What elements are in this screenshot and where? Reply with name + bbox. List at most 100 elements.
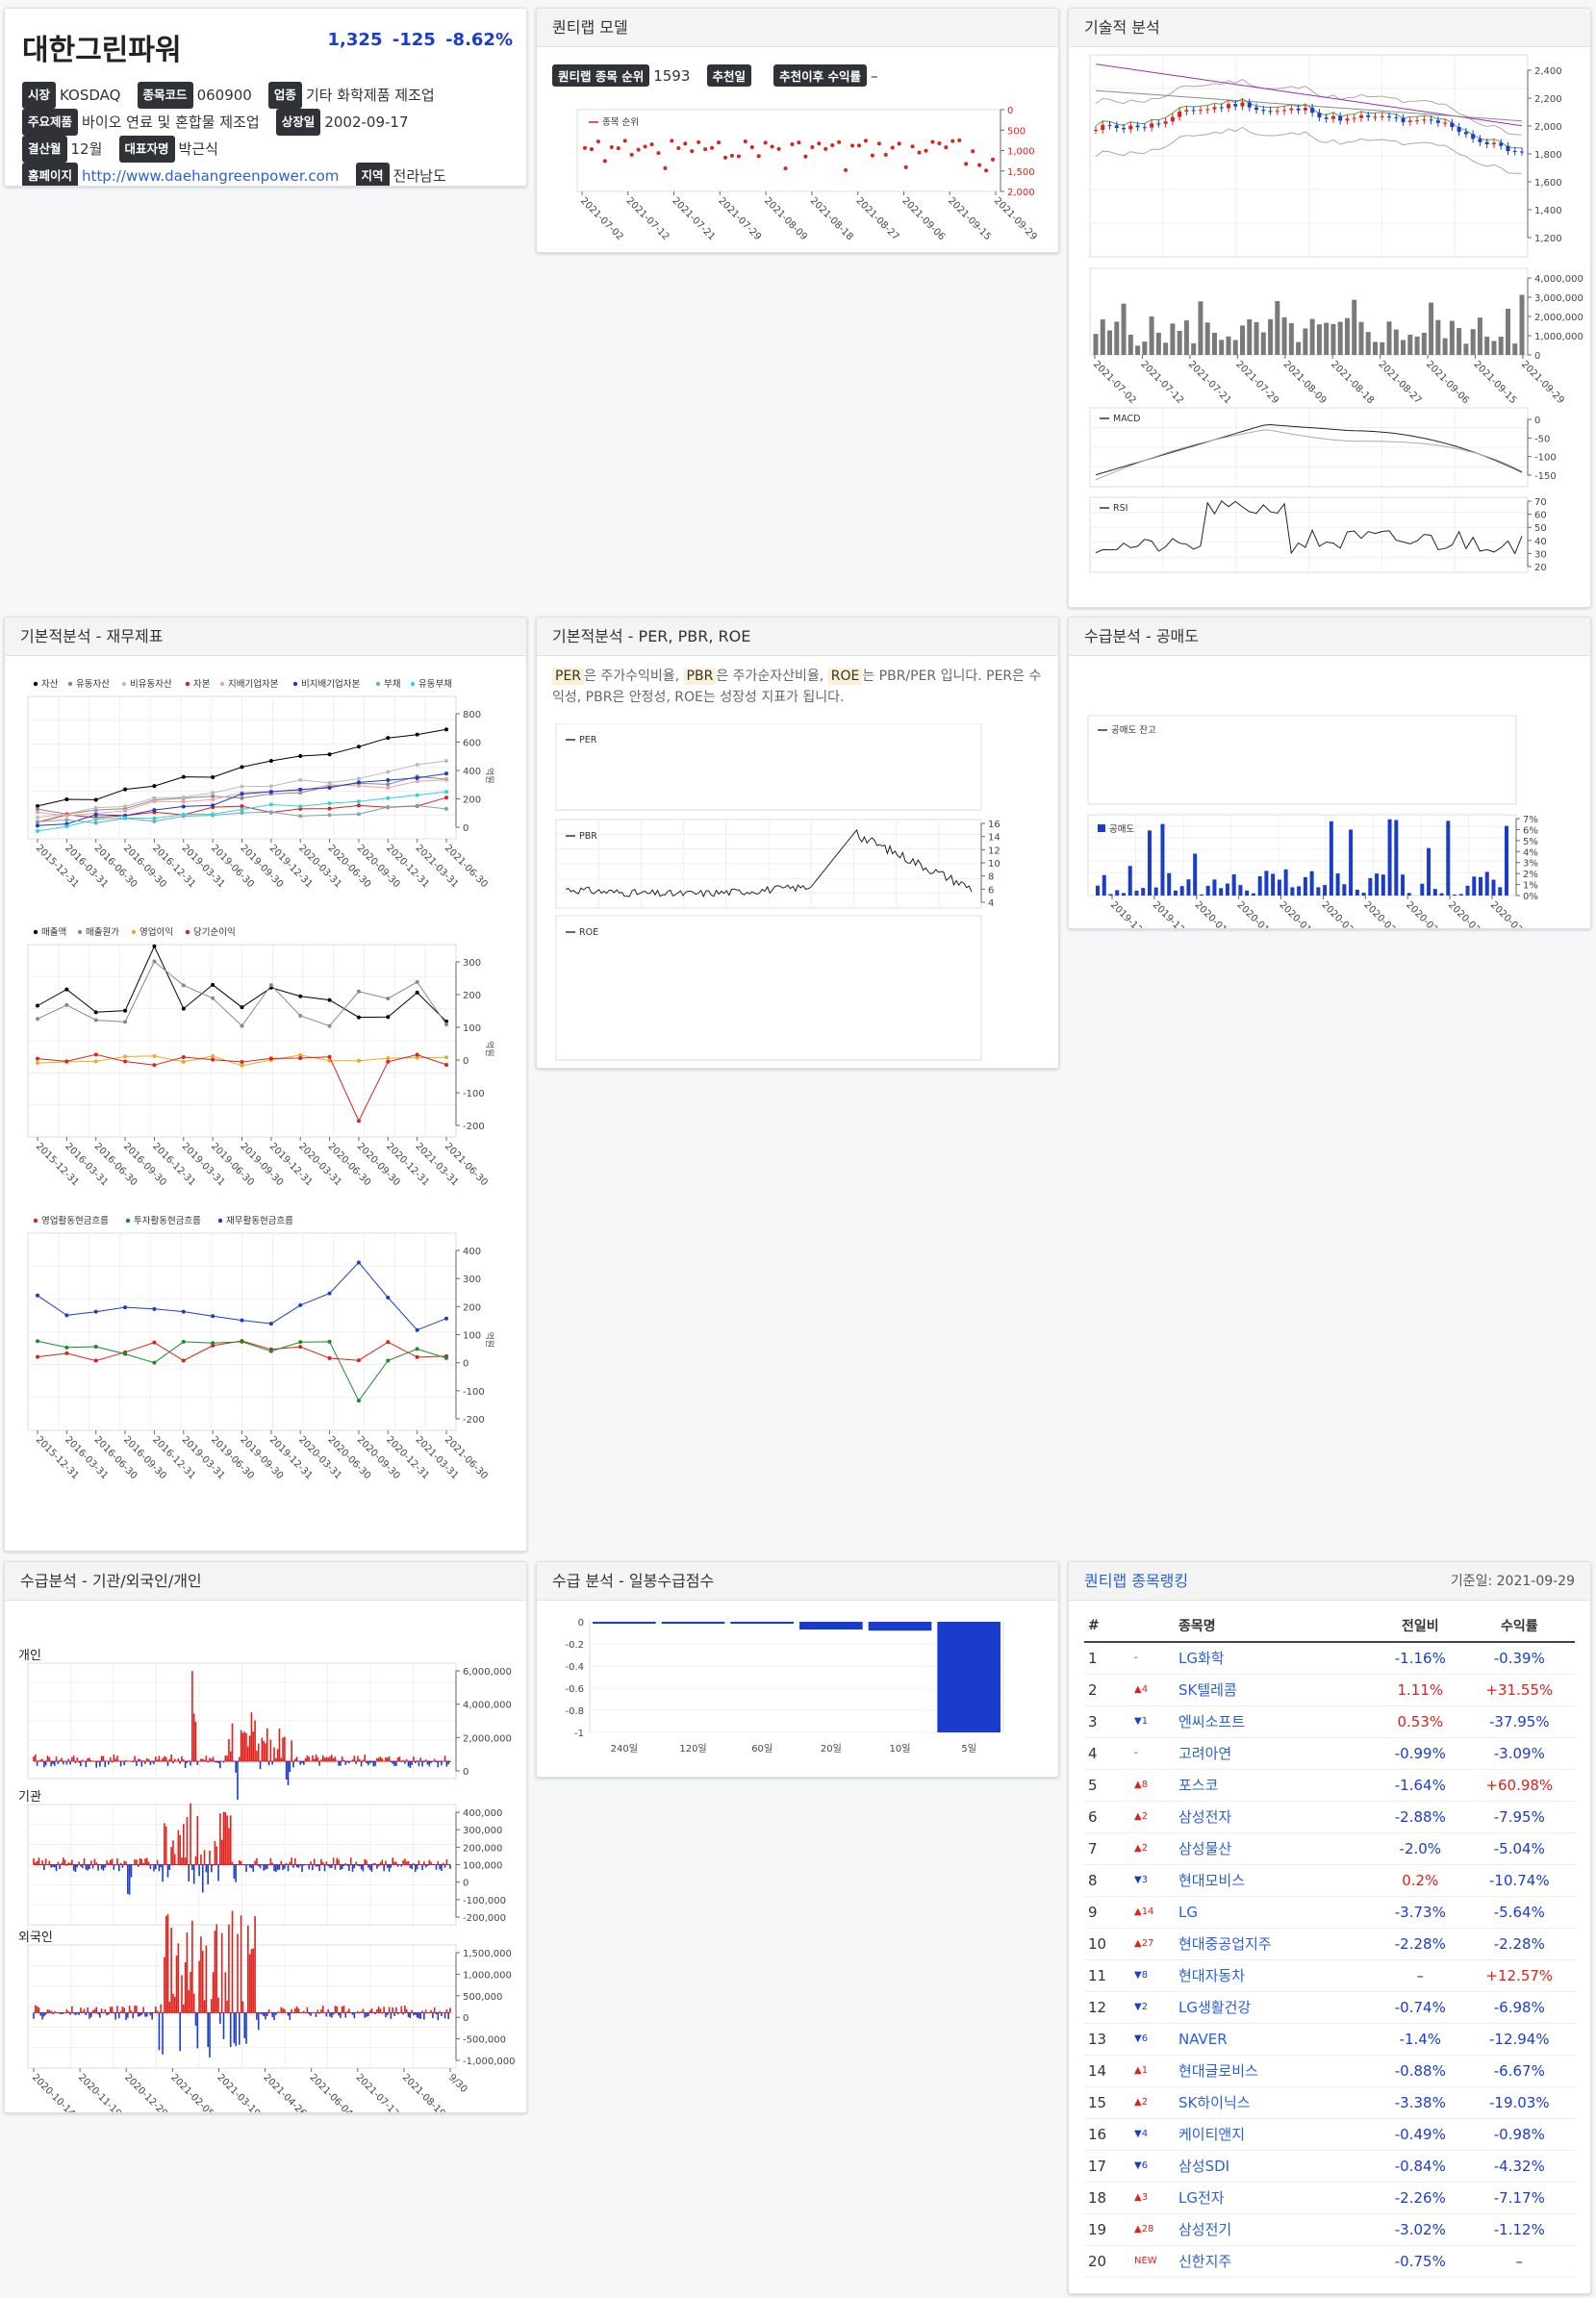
- foreign-label: 외국인: [18, 1931, 53, 1945]
- stock-name-link[interactable]: 현대글로비스: [1175, 2055, 1377, 2087]
- candle-body: [1135, 125, 1140, 128]
- rank-point: [595, 139, 600, 144]
- stock-name-link[interactable]: SK하이닉스: [1175, 2086, 1377, 2119]
- ranking-row[interactable]: 5 ▲8 포스코 -1.64% +60.98%: [1084, 1769, 1575, 1802]
- institution-flow-bar: [392, 1857, 394, 1865]
- individual-flow-bar: [241, 1732, 244, 1761]
- ranking-row[interactable]: 12 ▼2 LG생활건강 -0.74% -6.98%: [1084, 1991, 1575, 2024]
- short-ratio-bar: [1361, 893, 1366, 896]
- rank-point: [844, 167, 849, 172]
- foreign-flow-bar: [36, 2006, 38, 2013]
- homepage-link[interactable]: http://www.daehangreenpower.com: [82, 167, 340, 185]
- foreign-flow-bar: [109, 2007, 112, 2013]
- volume-bar: [1191, 342, 1197, 355]
- stock-name-link[interactable]: LG: [1175, 1896, 1377, 1929]
- stock-name-link[interactable]: LG화학: [1175, 1642, 1377, 1675]
- ranking-row[interactable]: 3 ▼1 엔씨소프트 0.53% -37.95%: [1084, 1705, 1575, 1738]
- stock-name-link[interactable]: 신한지주: [1175, 2245, 1377, 2278]
- return-rate: -6.98%: [1463, 1991, 1575, 2024]
- foreign-flow-bar: [71, 2006, 73, 2013]
- rank-number: 20: [1084, 2245, 1130, 2278]
- stock-name-link[interactable]: 삼성전자: [1175, 1801, 1377, 1833]
- stock-name-link[interactable]: SK텔레콤: [1175, 1674, 1377, 1706]
- ranking-row[interactable]: 10 ▲27 현대중공업지주 -2.28% -2.28%: [1084, 1928, 1575, 1960]
- ranking-row[interactable]: 13 ▼6 NAVER -1.4% -12.94%: [1084, 2023, 1575, 2056]
- individual-flow-bar: [72, 1755, 75, 1761]
- ranking-row[interactable]: 8 ▼3 현대모비스 0.2% -10.74%: [1084, 1864, 1575, 1897]
- volume-bar: [1463, 343, 1469, 355]
- supply-x-label: 60일: [751, 1743, 773, 1755]
- stock-name-link[interactable]: 현대자동차: [1175, 1959, 1377, 1992]
- institution-flow-bar: [72, 1864, 75, 1871]
- stock-name-link[interactable]: 삼성물산: [1175, 1832, 1377, 1865]
- ranking-row[interactable]: 15 ▲2 SK하이닉스 -3.38% -19.03%: [1084, 2086, 1575, 2119]
- stock-name-link[interactable]: 케이티앤지: [1175, 2118, 1377, 2151]
- foreign-flow-bar: [55, 2012, 58, 2013]
- ranking-title[interactable]: 퀀티랩 종목랭킹: [1084, 1572, 1189, 1590]
- ranking-row[interactable]: 14 ▲1 현대글로비스 -0.88% -6.67%: [1084, 2055, 1575, 2087]
- ranking-row[interactable]: 11 ▼8 현대자동차 – +12.57%: [1084, 1959, 1575, 1992]
- stock-name-link[interactable]: 현대중공업지주: [1175, 1928, 1377, 1960]
- bs-series-point: [240, 807, 244, 812]
- rank-point: [950, 139, 955, 143]
- ranking-row[interactable]: 1- LG화학 -1.16% -0.39%: [1084, 1642, 1575, 1675]
- institution-flow-bar: [445, 1858, 448, 1865]
- stock-name-link[interactable]: NAVER: [1175, 2023, 1377, 2056]
- institution-flow-bar: [383, 1864, 385, 1872]
- ranking-row[interactable]: 20 NEW 신한지주 -0.75% –: [1084, 2245, 1575, 2278]
- stock-name-link[interactable]: 삼성전기: [1175, 2213, 1377, 2246]
- bs-series-point: [415, 779, 419, 784]
- foreign-flow-bar: [172, 1993, 174, 2013]
- foreign-flow-bar: [355, 2012, 357, 2013]
- rank-number: 13: [1084, 2023, 1130, 2056]
- ranking-row[interactable]: 16 ▼4 케이티앤지 -0.49% -0.98%: [1084, 2118, 1575, 2151]
- stock-name-link[interactable]: 현대모비스: [1175, 1864, 1377, 1897]
- ranking-row[interactable]: 18 ▲3 LG전자 -2.26% -7.17%: [1084, 2182, 1575, 2214]
- quant-model-title: 퀀티랩 모델: [537, 9, 1058, 47]
- institution-flow-bar: [215, 1846, 218, 1865]
- price-y-label: 1,800: [1534, 150, 1562, 161]
- individual-flow-bar: [203, 1759, 206, 1761]
- ranking-row[interactable]: 4- 고려아연 -0.99% -3.09%: [1084, 1737, 1575, 1770]
- return-rate: -19.03%: [1463, 2086, 1575, 2119]
- rank-number: 5: [1084, 1769, 1130, 1802]
- short-ratio-legend-label: 공매도: [1109, 824, 1134, 835]
- institution-flow-bar: [269, 1857, 272, 1865]
- stock-name-link[interactable]: LG전자: [1175, 2182, 1377, 2214]
- ranking-row[interactable]: 7 ▲2 삼성물산 -2.0% -5.04%: [1084, 1832, 1575, 1865]
- bs-series-point: [152, 808, 157, 813]
- stock-name-link[interactable]: 엔씨소프트: [1175, 1705, 1377, 1738]
- stock-name-link[interactable]: 포스코: [1175, 1769, 1377, 1802]
- rank-point: [823, 146, 828, 151]
- pl-y-label: 100: [463, 1023, 481, 1034]
- individual-flow-bar: [250, 1712, 253, 1761]
- bs-series-point: [327, 785, 332, 790]
- cf-series-point: [211, 1314, 215, 1319]
- day-change: -3.38%: [1377, 2086, 1464, 2119]
- quant-legend: 종목 순위: [602, 116, 639, 128]
- individual-flow-bar: [353, 1755, 356, 1761]
- stock-name-link[interactable]: 삼성SDI: [1175, 2150, 1377, 2183]
- day-change: –: [1377, 1959, 1464, 1992]
- ranking-row[interactable]: 19 ▲28 삼성전기 -3.02% -1.12%: [1084, 2213, 1575, 2246]
- ranking-row[interactable]: 6 ▲2 삼성전자 -2.88% -7.95%: [1084, 1801, 1575, 1833]
- foreign-flow-bar: [41, 2012, 43, 2020]
- bs-series-point: [268, 790, 273, 795]
- bs-series-point: [415, 763, 419, 768]
- short-ratio-bar: [1231, 873, 1236, 896]
- macd-y-label: -100: [1534, 453, 1557, 464]
- stock-name-link[interactable]: LG생활건강: [1175, 1991, 1377, 2024]
- rank-point: [944, 145, 949, 150]
- bs-series-point: [36, 810, 39, 815]
- individual-flow-bar: [74, 1761, 77, 1764]
- institution-flow-bar: [123, 1860, 126, 1865]
- candle-body: [1443, 122, 1448, 124]
- individual-flow-bar: [177, 1758, 180, 1761]
- ranking-row[interactable]: 17 ▼6 삼성SDI -0.84% -4.32%: [1084, 2150, 1575, 2183]
- ranking-row[interactable]: 9 ▲14 LG -3.73% -5.64%: [1084, 1896, 1575, 1929]
- stock-name-link[interactable]: 고려아연: [1175, 1737, 1377, 1770]
- bs-series-point: [93, 797, 98, 802]
- investor-x-label: 2020-10-14: [30, 2072, 77, 2113]
- ranking-row[interactable]: 2 ▲4 SK텔레콤 1.11% +31.55%: [1084, 1674, 1575, 1706]
